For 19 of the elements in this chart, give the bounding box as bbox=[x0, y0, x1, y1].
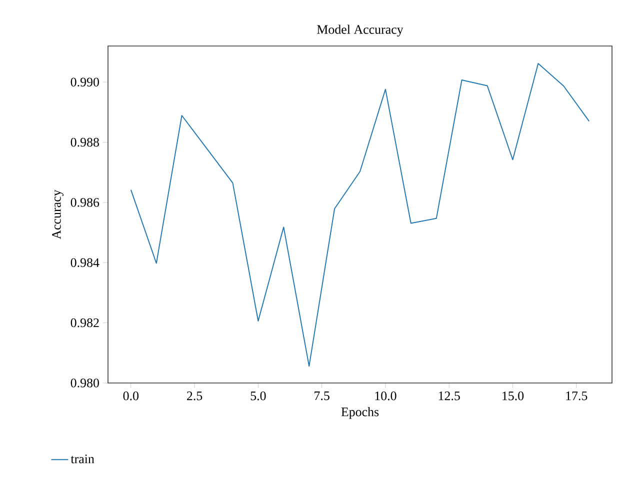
x-tick-label: 5.0 bbox=[250, 392, 266, 400]
x-tick-label: 2.5 bbox=[187, 392, 202, 400]
x-tick-label: 15.0 bbox=[502, 392, 524, 400]
y-tick-label: 0.990 bbox=[70, 78, 99, 87]
chart-title: Model Accuracy bbox=[317, 24, 404, 36]
x-tick-label: 10.0 bbox=[375, 392, 396, 400]
x-axis-title: Epochs bbox=[341, 407, 379, 419]
x-tick-label: 0.0 bbox=[123, 392, 139, 400]
x-tick-label: 12.5 bbox=[438, 392, 460, 400]
y-tick-label: 0.986 bbox=[70, 198, 100, 207]
y-tick-label: 0.980 bbox=[70, 378, 99, 388]
y-tick-label: 0.982 bbox=[70, 318, 99, 328]
x-tick-label: 7.5 bbox=[314, 392, 330, 400]
x-tick-label: 17.5 bbox=[566, 392, 588, 400]
legend-label: train bbox=[70, 454, 94, 464]
y-axis-title: Accuracy bbox=[52, 190, 64, 240]
line-series bbox=[130, 62, 590, 367]
y-tick-label: 0.988 bbox=[70, 138, 99, 147]
y-tick-label: 0.984 bbox=[70, 258, 100, 268]
